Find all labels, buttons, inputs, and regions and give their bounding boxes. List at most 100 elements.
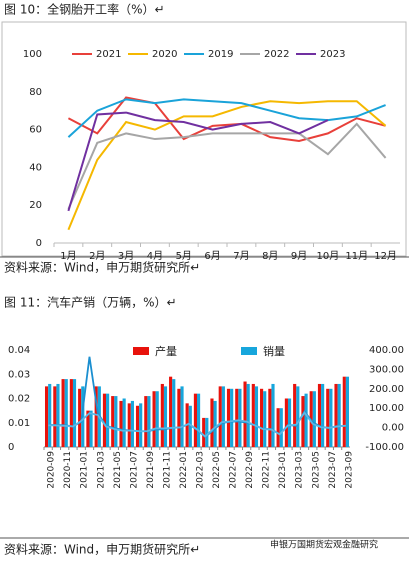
y-tick-label: 0 (36, 238, 42, 249)
line (67, 98, 386, 138)
x-tick-label: 2023-09 (344, 451, 354, 489)
bar (81, 386, 85, 447)
bar (144, 396, 148, 447)
bar (304, 393, 308, 447)
legend-label: 2021 (96, 49, 121, 60)
bar (321, 383, 325, 447)
x-tick-label: 4月 (147, 250, 163, 262)
legend-swatch (241, 347, 257, 355)
x-tick-label: 2020-09 (47, 451, 57, 489)
watermark: 申银万国期货宏观金融研究 (270, 539, 378, 551)
legend-label: 销量 (263, 344, 285, 358)
bar (287, 398, 292, 447)
source: 资料来源：Wind，申万期货研究所↵ (4, 260, 200, 275)
x-tick-label: 2月 (89, 250, 105, 262)
y-tick-label: 0.02 (8, 394, 30, 405)
y2-tick-label: 300.00 (369, 364, 404, 375)
bar (86, 410, 90, 447)
bar (72, 379, 77, 447)
legend-label: 2020 (152, 49, 177, 60)
bar (238, 388, 242, 447)
bar (197, 393, 201, 447)
x-tick-label: 7月 (233, 250, 249, 262)
bar (342, 376, 346, 447)
bar (114, 396, 118, 447)
line (67, 122, 387, 210)
bar (226, 388, 231, 447)
bar (69, 379, 73, 447)
legend-swatch (133, 347, 149, 355)
legend-label: 2019 (208, 49, 233, 60)
bar (177, 388, 181, 447)
x-tick-label: 5月 (176, 250, 192, 262)
bar (155, 391, 159, 447)
bar (122, 398, 126, 447)
x-tick-label: 2021-05 (113, 451, 123, 489)
y2-tick-label: 400.00 (369, 345, 404, 356)
bar (221, 386, 225, 447)
bar (296, 386, 300, 447)
figure-title: 图 10：全钢胎开工率（%）↵ (4, 2, 165, 17)
bar (64, 379, 68, 447)
bar (102, 393, 107, 447)
bar (284, 398, 288, 447)
legend-label: 2023 (320, 49, 345, 60)
bar (56, 383, 60, 447)
y-tick-label: 20 (29, 200, 42, 211)
bar (293, 383, 297, 447)
y-tick-label: 100 (23, 49, 42, 60)
y2-tick-label: 200.00 (369, 384, 404, 395)
bar (169, 376, 173, 447)
bar (152, 391, 156, 447)
x-tick-label: 2022-05 (212, 451, 222, 489)
x-tick-label: 2023-03 (295, 451, 305, 489)
figure-title: 图 11：汽车产销（万辆，%）↵ (4, 295, 177, 310)
x-tick-label: 2023-01 (278, 451, 288, 489)
bar (89, 410, 93, 447)
x-tick-label: 2021-09 (146, 451, 156, 489)
line (48, 411, 346, 438)
bar (94, 386, 98, 447)
bar (188, 405, 192, 447)
legend-label: 产量 (155, 344, 177, 358)
bar (193, 393, 197, 447)
y2-tick-label: 100.00 (369, 403, 404, 414)
y-tick-label: 0.01 (8, 418, 30, 429)
bar (260, 388, 264, 447)
x-tick-label: 2022-07 (229, 451, 239, 489)
bar (279, 408, 283, 447)
x-tick-label: 6月 (204, 250, 220, 262)
bar (106, 393, 110, 447)
x-tick-label: 2021-01 (80, 451, 90, 489)
bar (202, 417, 206, 447)
bar (230, 388, 234, 447)
x-tick-label: 1月 (60, 250, 76, 262)
x-tick-label: 11月 (345, 250, 368, 262)
line (67, 100, 387, 231)
bar (263, 391, 267, 447)
bar (317, 383, 322, 447)
x-tick-label: 10月 (317, 250, 340, 262)
bar (160, 383, 164, 447)
bar (276, 408, 280, 447)
x-tick-label: 3月 (118, 250, 134, 262)
bar (213, 400, 217, 447)
bar (334, 383, 338, 447)
line (67, 111, 329, 212)
y2-tick-label: 0.00 (382, 423, 404, 434)
bar (251, 383, 255, 447)
y2-tick-label: -100.00 (365, 442, 404, 453)
bar (301, 396, 305, 447)
x-tick-label: 2021-07 (129, 451, 139, 489)
bar (312, 391, 316, 447)
x-tick-label: 2022-01 (179, 451, 189, 489)
bar (135, 405, 140, 447)
bar (246, 383, 250, 447)
x-tick-label: 12月 (374, 250, 397, 262)
bar (44, 386, 49, 447)
bar (345, 376, 350, 447)
x-tick-label: 2022-03 (196, 451, 206, 489)
source: 资料来源：Wind，申万期货研究所↵ (4, 542, 200, 557)
bar (163, 386, 168, 447)
